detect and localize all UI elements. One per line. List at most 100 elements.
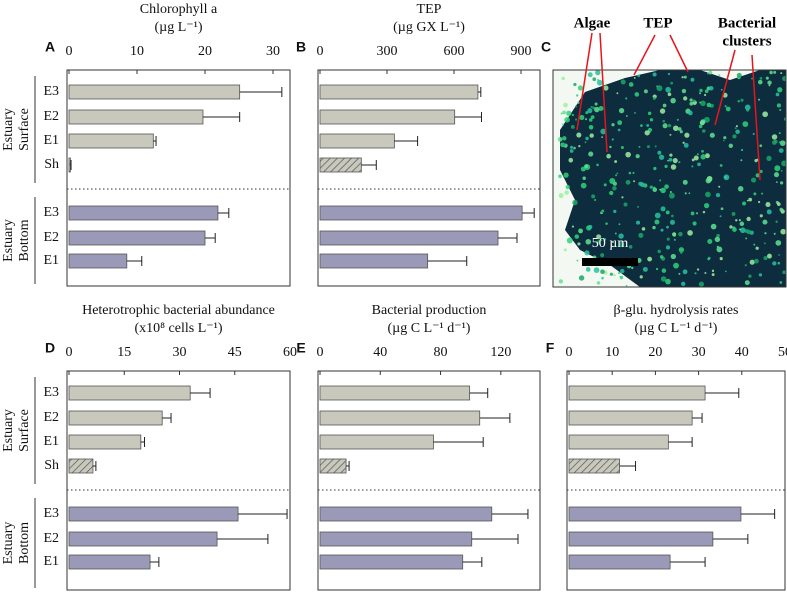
bar <box>68 434 142 450</box>
speckle <box>618 271 621 275</box>
panel-title: Chlorophyll a <box>140 2 218 17</box>
category-label: E1 <box>43 434 59 449</box>
speckle <box>647 256 653 262</box>
speckle <box>759 214 763 218</box>
speckle <box>625 179 631 185</box>
speckle <box>699 92 702 95</box>
speckle <box>570 125 575 129</box>
speckle <box>563 248 567 252</box>
bar <box>68 385 191 401</box>
speckle <box>740 148 744 152</box>
speckle <box>704 89 709 94</box>
speckle <box>569 149 574 153</box>
speckle <box>659 188 661 191</box>
speckle <box>773 232 776 235</box>
bar <box>319 434 434 450</box>
speckle <box>768 84 771 87</box>
speckle <box>590 105 593 109</box>
speckle <box>596 163 599 167</box>
speckle <box>746 216 751 222</box>
speckle <box>631 266 634 270</box>
speckle <box>576 132 582 138</box>
arrows <box>576 32 761 181</box>
speckle <box>776 103 781 108</box>
speckle <box>562 136 567 141</box>
error-bar <box>462 557 483 567</box>
speckle <box>574 234 580 239</box>
speckle <box>707 238 713 244</box>
speckle <box>683 75 687 79</box>
bar <box>568 554 671 570</box>
speckle <box>691 165 694 168</box>
speckle <box>652 97 656 100</box>
speckle <box>577 242 581 246</box>
speckle <box>735 125 738 128</box>
error-bar <box>217 534 269 544</box>
speckle <box>724 270 727 273</box>
speckle <box>754 258 759 264</box>
speckle <box>670 81 674 85</box>
error-bar <box>140 437 146 447</box>
speckle <box>600 269 605 275</box>
panel-title: Heterotrophic bacterial abundance <box>82 303 275 318</box>
speckle <box>701 149 704 153</box>
speckle <box>682 141 685 144</box>
error-bar <box>668 437 693 447</box>
panel-title: β-glu. hydrolysis rates <box>614 303 739 318</box>
speckle <box>600 239 603 242</box>
speckle <box>762 219 768 225</box>
speckle <box>732 134 737 139</box>
speckle <box>603 85 609 91</box>
speckle <box>579 114 585 120</box>
bar <box>319 554 464 570</box>
speckle <box>689 98 693 102</box>
speckle <box>636 205 639 208</box>
speckle <box>780 72 783 75</box>
panel-letter: B <box>296 39 306 55</box>
speckle <box>619 275 624 280</box>
speckle <box>689 101 694 106</box>
panel-letter: E <box>296 340 305 356</box>
speckle <box>707 72 709 75</box>
speckle <box>657 249 661 254</box>
speckle <box>594 106 600 113</box>
speckle <box>673 125 679 131</box>
speckle <box>653 166 657 171</box>
x-tick-label: 20 <box>198 44 212 59</box>
speckle <box>735 129 740 134</box>
speckle <box>725 106 731 112</box>
error-bar <box>712 534 749 544</box>
speckle <box>778 148 784 153</box>
speckle <box>613 273 616 277</box>
speckle <box>665 210 670 215</box>
speckle <box>692 221 697 226</box>
group-label: Bottom <box>17 219 32 261</box>
speckle <box>573 82 577 87</box>
speckle <box>694 272 697 275</box>
category-label: E3 <box>43 84 59 99</box>
speckle <box>588 118 593 122</box>
bar <box>68 84 241 100</box>
speckle <box>692 99 696 103</box>
speckle <box>619 241 625 247</box>
bar <box>568 385 706 401</box>
speckle <box>605 222 608 225</box>
speckle <box>782 75 786 82</box>
category-label: E3 <box>43 506 59 521</box>
speckle <box>578 228 584 234</box>
speckle <box>595 70 601 76</box>
speckle <box>680 281 686 287</box>
error-bar <box>70 160 72 170</box>
speckle <box>596 234 602 240</box>
plot-frame <box>317 370 541 591</box>
speckle <box>744 264 747 267</box>
speckle <box>657 150 662 155</box>
error-bar <box>346 461 350 471</box>
speckle <box>621 196 624 199</box>
speckle <box>742 201 747 206</box>
speckle <box>749 259 755 265</box>
bar <box>319 157 362 173</box>
speckle <box>777 261 781 265</box>
speckle <box>665 245 671 250</box>
speckle <box>772 261 777 266</box>
